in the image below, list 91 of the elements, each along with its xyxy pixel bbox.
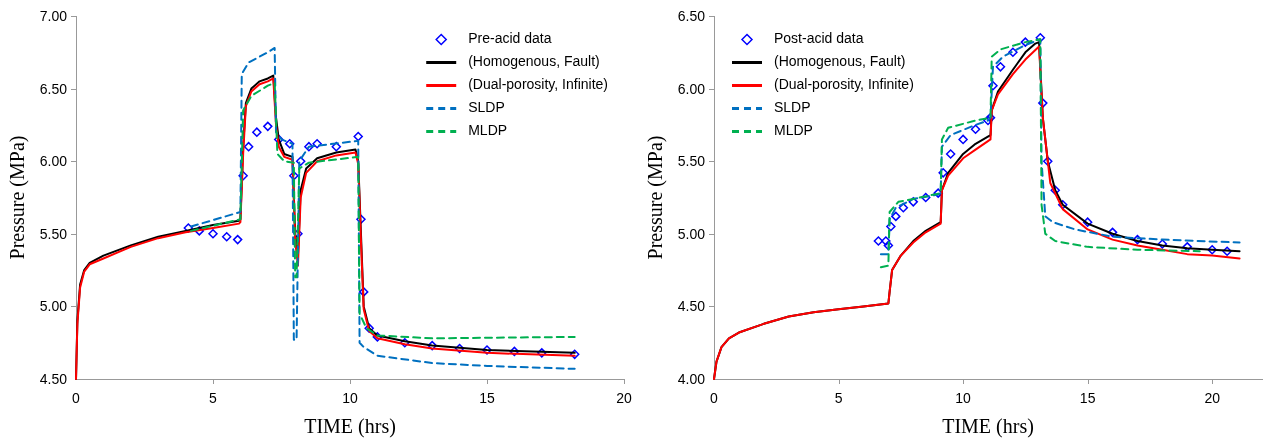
point	[1057, 200, 1068, 210]
point	[353, 131, 363, 142]
legend-label: (Dual-porosity, Infinite)	[468, 76, 609, 93]
point	[509, 346, 520, 357]
x-tick-label: 15	[1079, 390, 1096, 406]
point	[945, 149, 956, 159]
point	[881, 236, 891, 246]
point	[183, 223, 194, 233]
point	[372, 332, 383, 342]
point	[232, 234, 243, 245]
point	[1020, 37, 1031, 47]
point	[1207, 245, 1217, 255]
y-tick-label: 5.50	[39, 225, 68, 242]
x-tick-label: 15	[479, 390, 495, 406]
point	[358, 287, 369, 297]
point	[1132, 234, 1143, 245]
point	[482, 345, 492, 355]
point	[208, 229, 218, 239]
x-tick-label: 20	[1204, 390, 1221, 406]
point	[356, 214, 366, 225]
point	[284, 139, 295, 149]
y-tick-label: 4.00	[677, 371, 706, 387]
point	[908, 197, 919, 207]
point	[427, 340, 437, 351]
point	[1008, 47, 1018, 58]
point	[263, 121, 273, 132]
x-tick-label: 5	[209, 390, 218, 406]
point	[221, 231, 232, 242]
y-tick-label: 6.00	[677, 80, 706, 97]
point	[898, 202, 909, 213]
legend-label: (Homogenous, Fault)	[468, 53, 600, 70]
point	[958, 134, 968, 145]
y-tick-label: 7.00	[39, 8, 68, 24]
x-axis-title: TIME (hrs)	[304, 415, 396, 438]
y-tick-label: 6.00	[39, 153, 68, 170]
point	[933, 188, 943, 198]
y-tick-label: 5.00	[677, 225, 706, 242]
y-tick-label: 6.50	[39, 80, 68, 97]
x-tick-label: 20	[616, 390, 632, 406]
y-axis-title: Pressure (MPa)	[644, 135, 667, 260]
point	[289, 170, 299, 181]
point	[252, 127, 262, 137]
x-tick-label: 0	[72, 390, 81, 406]
x-tick-label: 5	[834, 390, 843, 406]
point	[1050, 185, 1061, 195]
point	[920, 192, 931, 203]
y-tick-label: 4.50	[39, 371, 68, 387]
point	[970, 124, 981, 135]
point	[295, 156, 306, 166]
point	[883, 240, 894, 251]
y-tick-label: 5.00	[39, 298, 68, 315]
legend-label: SLDP	[468, 99, 505, 116]
point	[304, 141, 314, 152]
point	[331, 141, 342, 152]
point	[1038, 98, 1048, 108]
y-axis-title: Pressure (MPa)	[6, 135, 29, 260]
point	[569, 349, 580, 360]
point	[364, 323, 374, 333]
point	[243, 141, 254, 152]
legend-label: MLDP	[468, 122, 508, 139]
point	[873, 236, 884, 246]
point	[238, 170, 248, 181]
point	[194, 226, 205, 236]
point	[1182, 242, 1193, 252]
point	[886, 221, 896, 232]
legend-label: Post-acid data	[774, 30, 864, 47]
point	[1157, 239, 1168, 249]
y-tick-label: 5.50	[677, 153, 706, 170]
legend-label: (Dual-porosity, Infinite)	[774, 76, 914, 93]
x-tick-label: 10	[342, 390, 358, 406]
y-tick-label: 6.50	[677, 8, 706, 24]
y-tick-label: 4.50	[677, 298, 706, 315]
x-tick-label: 10	[955, 390, 972, 406]
point	[988, 80, 998, 91]
legend-label: MLDP	[774, 122, 813, 139]
point	[891, 211, 901, 222]
point	[995, 62, 1006, 72]
point	[1222, 246, 1232, 256]
x-tick-label: 0	[710, 390, 719, 406]
legend-label: (Homogenous, Fault)	[774, 53, 906, 70]
point	[1107, 227, 1118, 238]
legend-label: Pre-acid data	[468, 30, 552, 47]
x-axis-title: TIME (hrs)	[942, 415, 1034, 438]
point	[1043, 156, 1053, 166]
point	[1082, 217, 1093, 227]
point	[274, 134, 284, 145]
point	[1035, 33, 1046, 43]
point	[312, 139, 322, 149]
point	[938, 168, 948, 178]
legend-label: SLDP	[774, 99, 811, 116]
point	[537, 348, 547, 358]
